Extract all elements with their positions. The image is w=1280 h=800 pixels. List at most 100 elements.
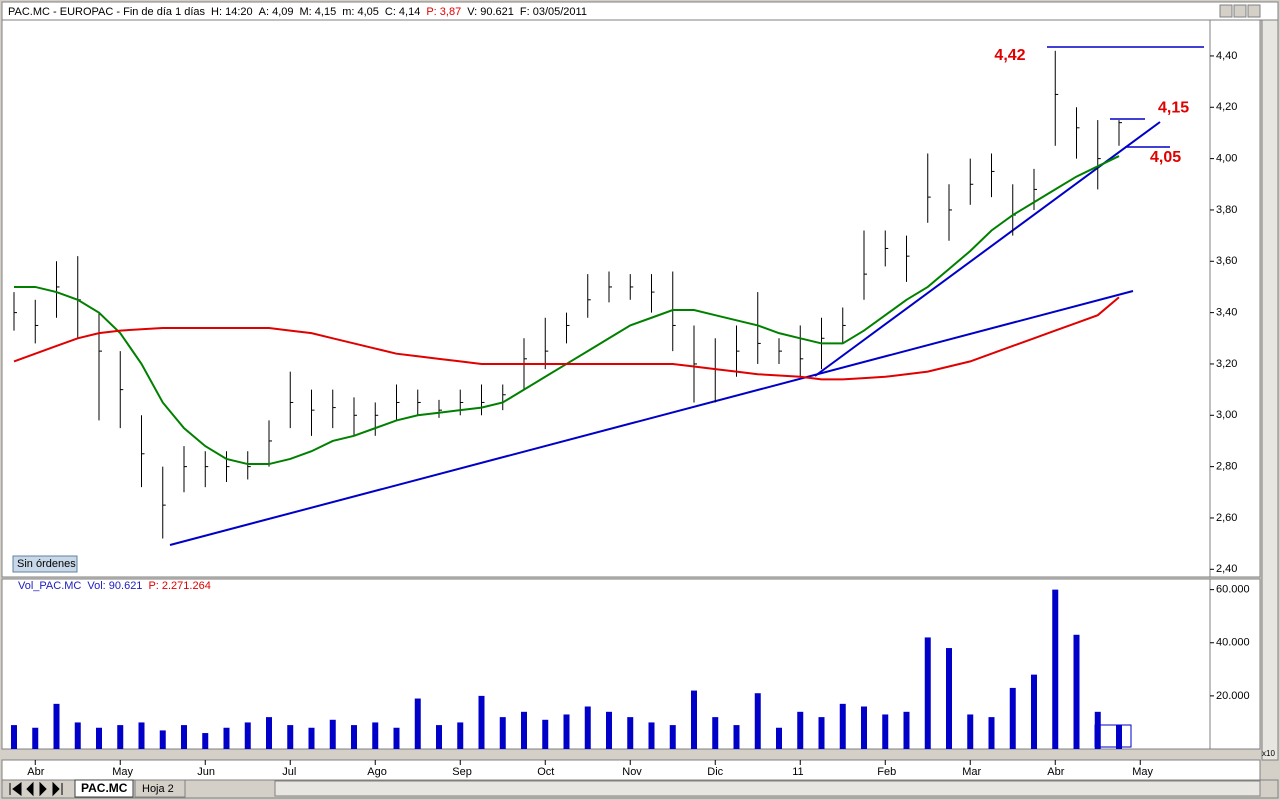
x-tick-label: Ago [367,766,387,778]
x-tick-label: Abr [1047,766,1064,778]
x-tick-label: Jun [197,766,215,778]
header-item: M: 4,15 [300,6,337,18]
volume-bar [244,722,251,749]
header-item: A: 4,09 [259,6,294,18]
y-tick-label: 2,80 [1216,461,1237,473]
volume-bar [1052,589,1059,749]
header-item: Vol_PAC.MC [18,580,81,592]
x-tick-label: Sep [452,766,472,778]
volume-bar [414,698,421,749]
volume-bar [606,711,612,749]
x-tick-label: Nov [622,766,642,778]
price-axis [1209,19,1261,578]
volume-bar [11,725,17,749]
volume-bar [478,695,485,749]
volume-bar [32,727,39,749]
header-item: m: 4,05 [342,6,379,18]
x-tick-label: Jul [282,766,296,778]
header-item: PAC.MC - EUROPAC - Fin de día 1 días [8,6,206,18]
header-item: C: 4,14 [385,6,420,18]
volume-bar [181,725,187,749]
header-text: PAC.MC - EUROPAC - Fin de día 1 días H: 1… [8,6,587,18]
x-tick-label: Feb [877,766,896,778]
volume-bar [457,722,464,749]
volume-bar [1009,687,1016,749]
price-annotation: 4,05 [1150,149,1181,166]
volume-bar [733,725,740,749]
volume-axis [1209,578,1261,750]
trendline [169,290,1134,546]
volume-bar [266,717,272,749]
horizontal-scrollbar[interactable] [274,780,1261,797]
volume-bar [138,722,145,749]
volume-bar [74,722,81,749]
volume-bar [818,717,825,749]
tab-label: Hoja 2 [142,783,174,795]
volume-bar [563,714,570,749]
volume-bar [754,693,761,749]
moving-average [13,296,1120,381]
minimize-button[interactable] [1219,4,1233,18]
y-tick-label: 4,40 [1216,50,1237,62]
y-tick-label: 3,40 [1216,307,1237,319]
volume-bar [499,717,506,749]
volume-bar [393,727,400,749]
volume-bar [882,714,889,749]
header-item: F: 03/05/2011 [520,6,587,18]
volume-bar [776,727,782,749]
volume-bar [691,690,697,749]
header-item: P: 3,87 [426,6,461,18]
volume-bar [372,722,379,749]
volume-bar [159,730,166,749]
y-tick-label: 3,00 [1216,409,1237,421]
scale-note: x10 [1262,749,1275,758]
header-item: Vol: 90.621 [87,580,142,592]
tab[interactable] [134,779,186,798]
price-annotation: 4,42 [994,47,1025,64]
y-tick-label: 40.000 [1216,637,1250,649]
volume-bar [797,711,804,749]
volume-bar [627,717,634,749]
header-item: H: 14:20 [211,6,253,18]
volume-bar [648,722,655,749]
volume-bar [521,711,527,749]
volume-bar [1094,711,1101,749]
volume-bar [967,714,974,749]
y-tick-label: 20.000 [1216,690,1250,702]
volume-bar [861,706,867,749]
volume-bar [1073,634,1080,749]
volume-bar [308,727,315,749]
vertical-scrollbar[interactable] [1261,19,1279,761]
x-tick-label: 11 [792,766,803,778]
volume-bar [946,648,952,749]
volume-bar [1031,674,1037,749]
x-tick-label: May [1132,766,1153,778]
x-tick-label: Oct [537,766,554,778]
volume-bar [329,719,336,749]
volume-bar [351,725,357,749]
x-tick-label: Dic [707,766,723,778]
maximize-button[interactable] [1233,4,1247,18]
volume-bar [903,711,910,749]
orders-button[interactable] [12,555,78,573]
volume-bar [669,725,676,749]
y-tick-label: 3,80 [1216,204,1237,216]
volume-bar [924,637,931,749]
volume-bar [117,725,124,749]
x-tick-label: May [112,766,133,778]
x-tick-label: Mar [962,766,981,778]
volume-bar [223,727,230,749]
volume-bar [839,703,846,749]
tab-navigation[interactable] [9,781,63,797]
volume-bar [712,717,719,749]
tab[interactable] [74,779,134,798]
volume-header: Vol_PAC.MC Vol: 90.621 P: 2.271.264 [18,580,211,592]
volume-bar [436,725,442,749]
price-annotation: 4,15 [1158,99,1189,116]
close-button[interactable] [1247,4,1261,18]
y-tick-label: 2,60 [1216,512,1237,524]
volume-bar [584,706,591,749]
orders-button-label: Sin órdenes [17,558,76,570]
